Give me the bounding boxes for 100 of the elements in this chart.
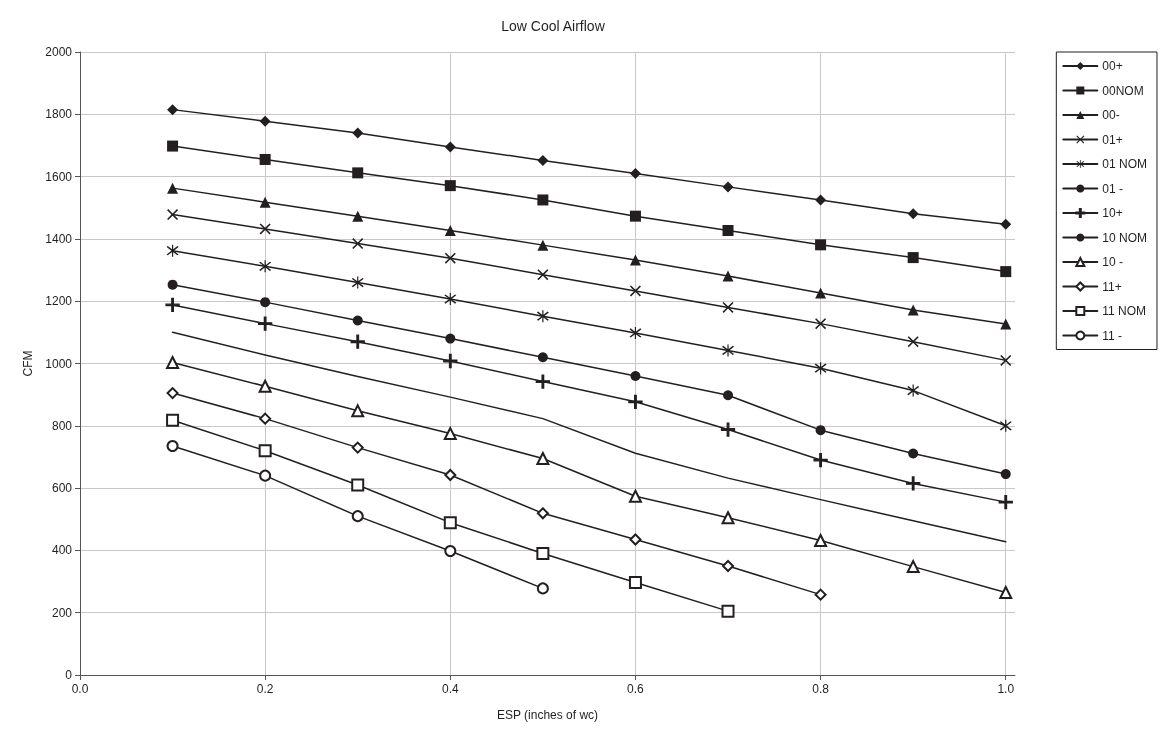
point [166, 413, 180, 427]
y-tick-label: 2000 [45, 45, 73, 59]
legend-label: 00- [1102, 108, 1120, 122]
point [815, 194, 827, 206]
point [166, 387, 179, 400]
legend-label: 10 - [1102, 255, 1124, 269]
legend-label: 01 - [1102, 181, 1124, 196]
legend-label: 11+ [1102, 279, 1122, 294]
point [536, 582, 549, 595]
point [351, 478, 365, 492]
point [629, 254, 641, 266]
point [352, 167, 364, 179]
point [537, 269, 549, 281]
point [814, 533, 828, 547]
point [258, 379, 272, 393]
point [908, 448, 919, 459]
point [629, 285, 641, 297]
y-tick-label: 1200 [45, 294, 73, 309]
point [906, 560, 920, 574]
y-tick-label: 1400 [45, 231, 73, 246]
point [1000, 318, 1012, 330]
point [352, 238, 364, 250]
point [814, 362, 827, 375]
point [907, 304, 919, 316]
point [722, 270, 734, 282]
point [259, 223, 271, 235]
point [444, 252, 456, 264]
point [166, 356, 180, 370]
point [352, 315, 363, 326]
point [907, 208, 919, 220]
point [259, 469, 272, 482]
point [1000, 266, 1012, 278]
point [166, 440, 179, 453]
point [722, 181, 734, 193]
point [1000, 354, 1012, 366]
legend-label: 00NOM [1102, 83, 1144, 98]
point [629, 533, 642, 546]
point [722, 559, 735, 572]
point [723, 390, 734, 401]
line-series [171, 331, 1007, 543]
x-tick-label: 1.0 [997, 682, 1015, 696]
point [630, 370, 641, 381]
x-tick-label: 0.0 [71, 682, 89, 696]
point [537, 239, 549, 251]
x-axis-title: ESP (inches of wc) [496, 708, 599, 722]
point [259, 412, 272, 425]
point [1000, 218, 1012, 230]
point [537, 194, 549, 206]
point [258, 444, 272, 458]
point [815, 318, 827, 330]
point [722, 301, 734, 313]
y-tick-label: 1000 [45, 356, 73, 371]
point [907, 384, 920, 397]
legend-label: 00+ [1102, 59, 1123, 73]
point [720, 422, 736, 437]
point [167, 104, 179, 116]
point [815, 425, 826, 436]
point [167, 279, 178, 290]
point [443, 427, 457, 441]
point [259, 196, 271, 208]
point [628, 394, 643, 409]
chart-title: Low Cool Airflow [501, 18, 606, 34]
point [351, 276, 364, 289]
point [351, 510, 364, 523]
point [167, 140, 179, 152]
point [722, 224, 734, 236]
point [815, 239, 827, 251]
point [629, 167, 641, 179]
point [351, 404, 365, 418]
point [258, 316, 273, 331]
point [167, 209, 179, 221]
legend-label: 01 NOM [1102, 157, 1148, 171]
point [999, 585, 1013, 599]
point [628, 575, 642, 589]
point [536, 310, 549, 323]
legend-label: 10+ [1102, 206, 1123, 220]
x-tick-label: 0.8 [812, 682, 830, 696]
point [906, 476, 921, 491]
x-tick-label: 0.6 [627, 682, 645, 696]
point [722, 344, 735, 357]
point [165, 297, 180, 313]
point [444, 545, 457, 558]
y-tick-label: 800 [51, 418, 73, 433]
point [536, 507, 549, 520]
point [166, 244, 179, 257]
legend-label: 01+ [1102, 132, 1123, 147]
point [629, 210, 641, 222]
point [814, 588, 827, 601]
y-tick-label: 600 [51, 481, 73, 496]
legend-label: 11 - [1102, 328, 1123, 343]
point [444, 469, 457, 482]
y-tick-label: 1800 [45, 107, 73, 122]
point [350, 334, 365, 349]
point [444, 180, 456, 192]
point [444, 293, 457, 306]
point [536, 452, 550, 466]
point [259, 115, 271, 127]
y-tick-label: 1600 [45, 169, 73, 184]
point [167, 182, 179, 194]
y-tick-label: 400 [51, 543, 73, 558]
